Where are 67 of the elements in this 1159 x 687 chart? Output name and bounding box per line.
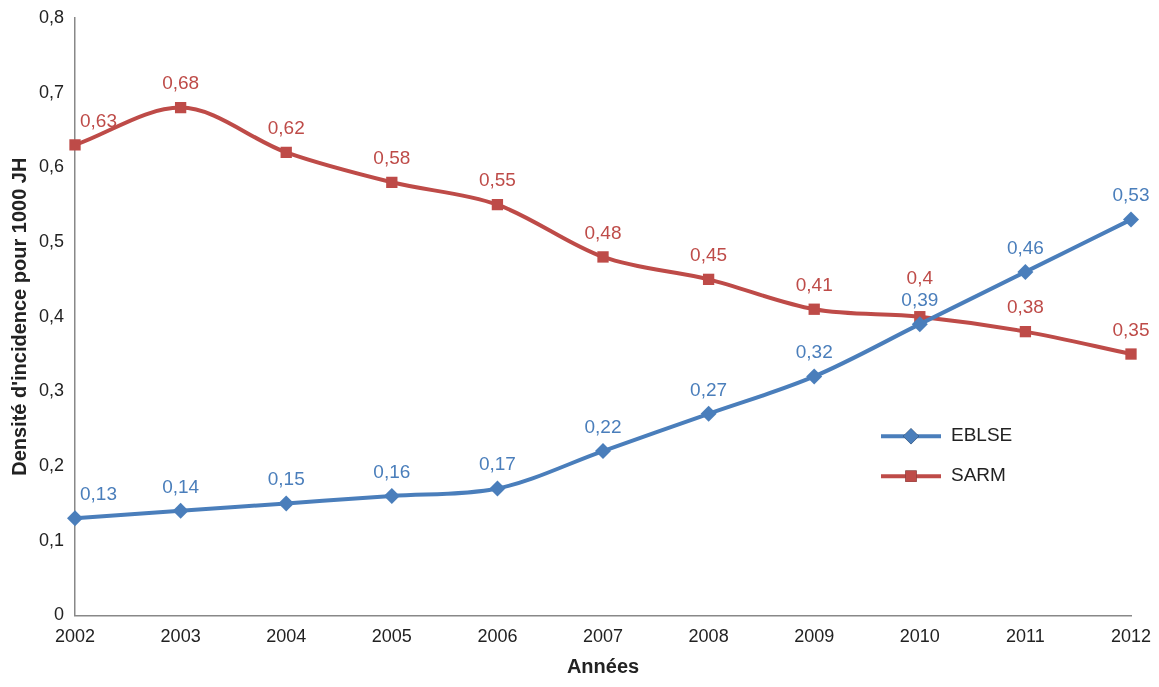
data-label: 0,17 (478, 453, 516, 475)
data-label: 0,41 (795, 273, 833, 295)
point (383, 487, 400, 504)
y-tick-label: 0,5 (38, 230, 65, 251)
x-tick-label: 2006 (477, 626, 518, 647)
data-label: 0,27 (690, 378, 728, 400)
point (489, 480, 506, 497)
data-label: 0,14 (162, 475, 200, 497)
point (491, 199, 504, 211)
data-label: 0,38 (1006, 296, 1044, 318)
data-label: 0,22 (584, 415, 622, 437)
point (278, 495, 295, 512)
point (386, 176, 398, 188)
y-tick-label: 0,1 (38, 529, 65, 550)
y-tick-label: 0,4 (38, 305, 65, 326)
y-tick-label: 0,2 (38, 455, 65, 476)
x-tick-label: 2011 (1006, 626, 1045, 647)
point (1123, 211, 1139, 228)
point (595, 443, 612, 460)
data-label: 0,46 (1006, 236, 1044, 258)
x-tick-label: 2004 (266, 626, 307, 647)
data-label: 0,63 (80, 109, 117, 131)
data-label: 0,45 (690, 244, 728, 266)
point (67, 510, 84, 527)
y-tick-label: 0,7 (38, 81, 65, 102)
point (1019, 325, 1032, 338)
data-label: 0,58 (373, 147, 411, 169)
y-tick-label: 0 (54, 604, 65, 625)
x-tick-label: 2009 (794, 626, 835, 647)
data-label: 0,16 (373, 460, 411, 482)
point (1125, 348, 1137, 360)
y-tick-label: 0,8 (38, 6, 65, 27)
y-tick-label: 0,6 (38, 156, 65, 177)
point (702, 273, 715, 286)
data-label: 0,32 (795, 341, 833, 363)
x-tick-label: 2002 (55, 626, 96, 647)
legend-label: SARM (951, 464, 1006, 486)
point (700, 405, 717, 422)
data-label: 0,13 (80, 483, 117, 505)
x-tick-label: 2008 (688, 626, 729, 647)
data-label: 0,4 (906, 266, 934, 288)
data-label: 0,35 (1112, 318, 1150, 340)
x-tick-label: 2003 (160, 626, 201, 647)
point (174, 101, 187, 114)
x-tick-label: 2005 (371, 626, 412, 647)
point (911, 316, 928, 333)
point (69, 139, 81, 151)
point (597, 251, 609, 263)
x-axis-title: Années (566, 654, 640, 677)
data-label: 0,68 (162, 72, 200, 94)
y-tick-label: 0,3 (38, 380, 65, 401)
point (280, 146, 292, 159)
point (806, 368, 823, 385)
data-label: 0,15 (267, 468, 305, 490)
data-label: 0,53 (1112, 184, 1150, 206)
legend-label: EBLSE (951, 424, 1013, 446)
x-tick-label: 2012 (1110, 626, 1152, 647)
x-tick-label: 2010 (899, 626, 940, 647)
point (1017, 263, 1034, 280)
data-label: 0,39 (901, 288, 939, 310)
x-tick-label: 2007 (582, 626, 624, 647)
point (172, 502, 189, 519)
point (808, 303, 820, 315)
data-label: 0,48 (584, 221, 622, 243)
y-axis-title: Densité d'incidence pour 1000 JH (7, 157, 30, 476)
data-label: 0,62 (267, 117, 305, 139)
data-label: 0,55 (478, 169, 516, 191)
